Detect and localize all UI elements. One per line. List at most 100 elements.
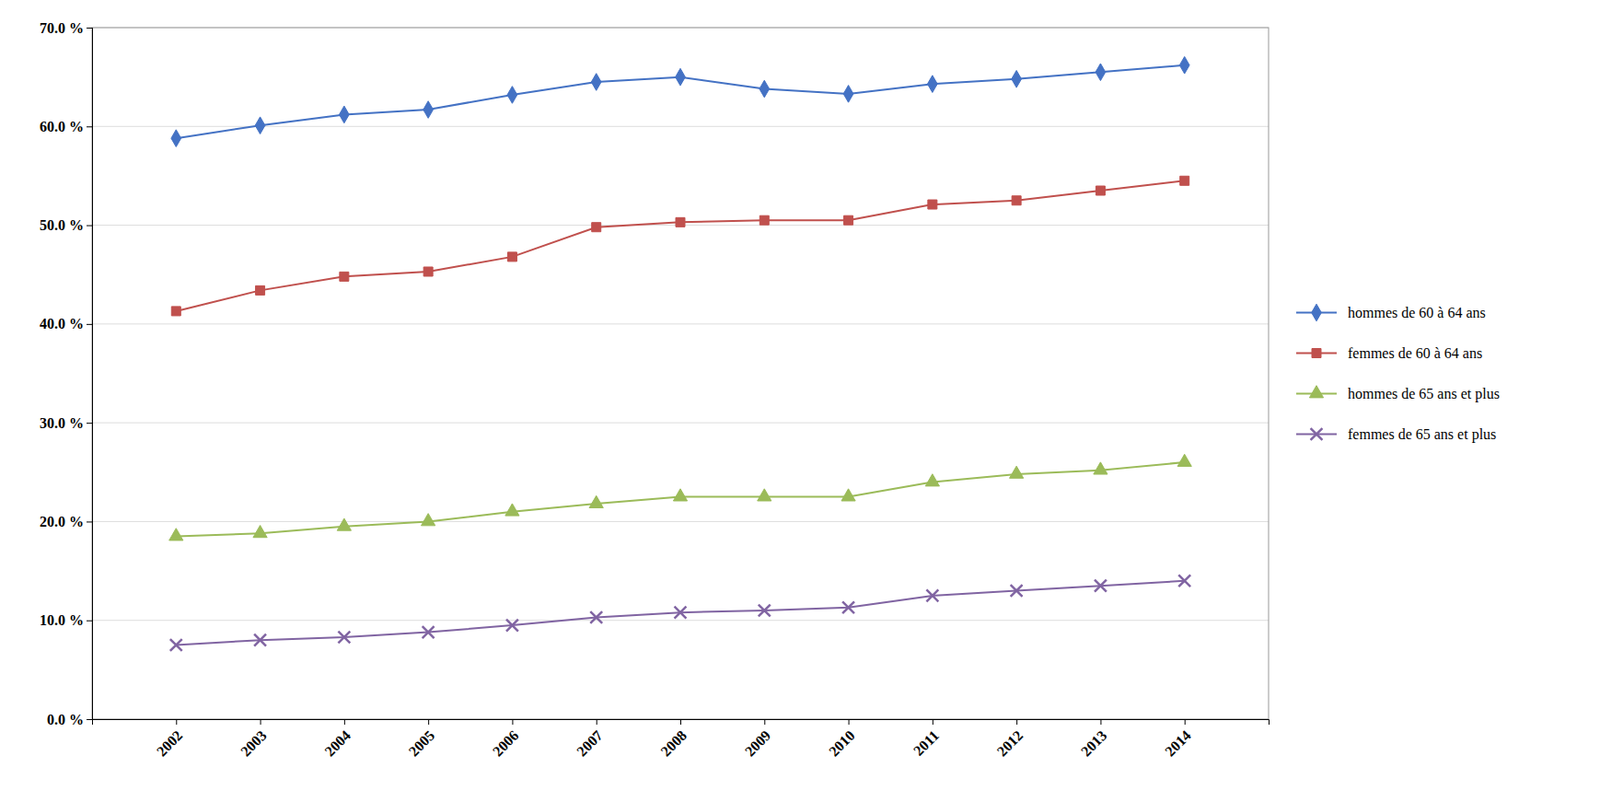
x-tick-label: 2007 xyxy=(573,727,606,760)
y-tick-label: 20.0 % xyxy=(39,513,84,530)
x-tick: 2013 xyxy=(1078,718,1111,760)
legend-label: femmes de 65 ans et plus xyxy=(1347,426,1496,443)
y-tick-label: 70.0 % xyxy=(39,20,84,36)
x-tick-label: 2014 xyxy=(1161,727,1195,760)
legend-item: hommes de 60 à 64 ans xyxy=(1296,303,1486,322)
x-tick-mark xyxy=(1016,718,1018,725)
series-marker xyxy=(255,285,266,295)
x-tick-label: 2010 xyxy=(825,727,858,760)
y-tick-mark xyxy=(86,620,93,622)
y-tick: 60.0 % xyxy=(39,118,93,135)
y-tick-label: 0.0 % xyxy=(46,711,84,728)
x-axis-line xyxy=(92,719,1270,726)
series-marker xyxy=(1011,196,1021,206)
y-tick: 70.0 % xyxy=(39,20,93,36)
x-tick-mark xyxy=(848,718,850,725)
legend-swatch-marker xyxy=(1311,348,1322,359)
x-tick: 2009 xyxy=(742,718,775,760)
series-marker xyxy=(505,503,520,516)
x-tick: 2011 xyxy=(910,718,942,759)
series-line xyxy=(175,462,1184,536)
series xyxy=(169,453,1193,541)
series-marker xyxy=(507,252,517,262)
y-tick-mark xyxy=(86,225,93,227)
series-marker xyxy=(171,129,182,148)
x-tick-mark xyxy=(932,718,934,725)
legend-swatch-marker xyxy=(1309,385,1323,398)
series-line xyxy=(175,180,1184,312)
series-marker xyxy=(1009,465,1024,478)
legend: hommes de 60 à 64 ansfemmes de 60 à 64 a… xyxy=(1296,303,1500,443)
y-tick-label: 50.0 % xyxy=(39,217,84,233)
grid-line xyxy=(92,521,1269,522)
x-tick: 2004 xyxy=(321,718,354,760)
y-tick-mark xyxy=(86,521,93,522)
series-marker xyxy=(1180,175,1190,186)
series-marker xyxy=(170,638,183,651)
series xyxy=(171,175,1189,316)
series-marker xyxy=(1010,584,1023,597)
x-tick-mark xyxy=(344,718,346,725)
x-tick: 2008 xyxy=(657,718,690,760)
grid xyxy=(92,27,1269,719)
series-marker xyxy=(1011,69,1022,88)
x-tick-mark xyxy=(260,718,262,725)
plot: 2002 2003 2004 2005 2006 2007 2008 2009 2010 2011… xyxy=(39,20,1270,760)
y-tick-mark xyxy=(86,126,93,128)
x-tick-label: 2013 xyxy=(1078,727,1111,760)
y-tick-mark xyxy=(86,27,93,29)
series-marker xyxy=(1179,56,1190,74)
series-marker xyxy=(844,215,854,225)
plot-frame xyxy=(92,27,1269,719)
series-marker xyxy=(171,306,181,316)
grid-line xyxy=(92,126,1269,128)
y-tick: 50.0 % xyxy=(39,217,93,233)
series-marker xyxy=(675,68,686,86)
y-tick: 20.0 % xyxy=(39,513,93,530)
series-marker xyxy=(169,528,184,541)
x-tick-label: 2004 xyxy=(321,727,354,760)
x-tick-mark xyxy=(764,718,766,725)
y-tick-label: 60.0 % xyxy=(39,118,84,135)
series-marker xyxy=(926,589,939,602)
series-marker xyxy=(591,222,602,232)
y-tick: 40.0 % xyxy=(39,315,93,332)
x-tick-mark xyxy=(428,718,429,725)
series-marker xyxy=(675,217,685,227)
series-marker xyxy=(674,606,687,619)
x-tick-label: 2002 xyxy=(153,727,186,760)
series-line xyxy=(175,580,1184,646)
x-tick: 2006 xyxy=(489,718,522,760)
y-tick-label: 30.0 % xyxy=(39,415,84,431)
x-tick-mark xyxy=(596,718,598,725)
series-marker xyxy=(336,518,351,531)
y-tick: 10.0 % xyxy=(39,612,93,628)
legend-swatch-marker xyxy=(1311,303,1322,322)
series-marker xyxy=(757,488,772,501)
x-tick-label: 2008 xyxy=(657,727,690,760)
chart: 2002 2003 2004 2005 2006 2007 2008 2009 2010 2011… xyxy=(0,0,1600,802)
series-marker xyxy=(1094,579,1107,592)
x-tick-mark xyxy=(1184,718,1186,725)
series-marker xyxy=(1095,63,1106,82)
series-marker xyxy=(421,513,436,526)
y-tick-mark xyxy=(86,324,93,325)
series-marker xyxy=(759,215,769,225)
x-tick-label: 2012 xyxy=(994,727,1027,760)
series-marker xyxy=(759,80,770,98)
x-tick-label: 2005 xyxy=(405,727,439,760)
series-marker xyxy=(337,631,350,644)
series-marker xyxy=(338,105,349,124)
y-axis-line xyxy=(86,28,93,720)
series-marker xyxy=(423,266,433,277)
series-marker xyxy=(1178,574,1191,587)
series xyxy=(171,56,1190,147)
x-tick-label: 2006 xyxy=(489,727,522,760)
legend-item: hommes de 65 ans et plus xyxy=(1296,385,1500,403)
series-marker xyxy=(843,85,854,104)
x-tick: 2010 xyxy=(825,718,858,760)
x-tick-label: 2003 xyxy=(237,727,270,760)
x-tick: 2005 xyxy=(405,718,439,760)
x-tick: 2002 xyxy=(153,718,186,760)
x-tick: 2003 xyxy=(237,718,270,760)
